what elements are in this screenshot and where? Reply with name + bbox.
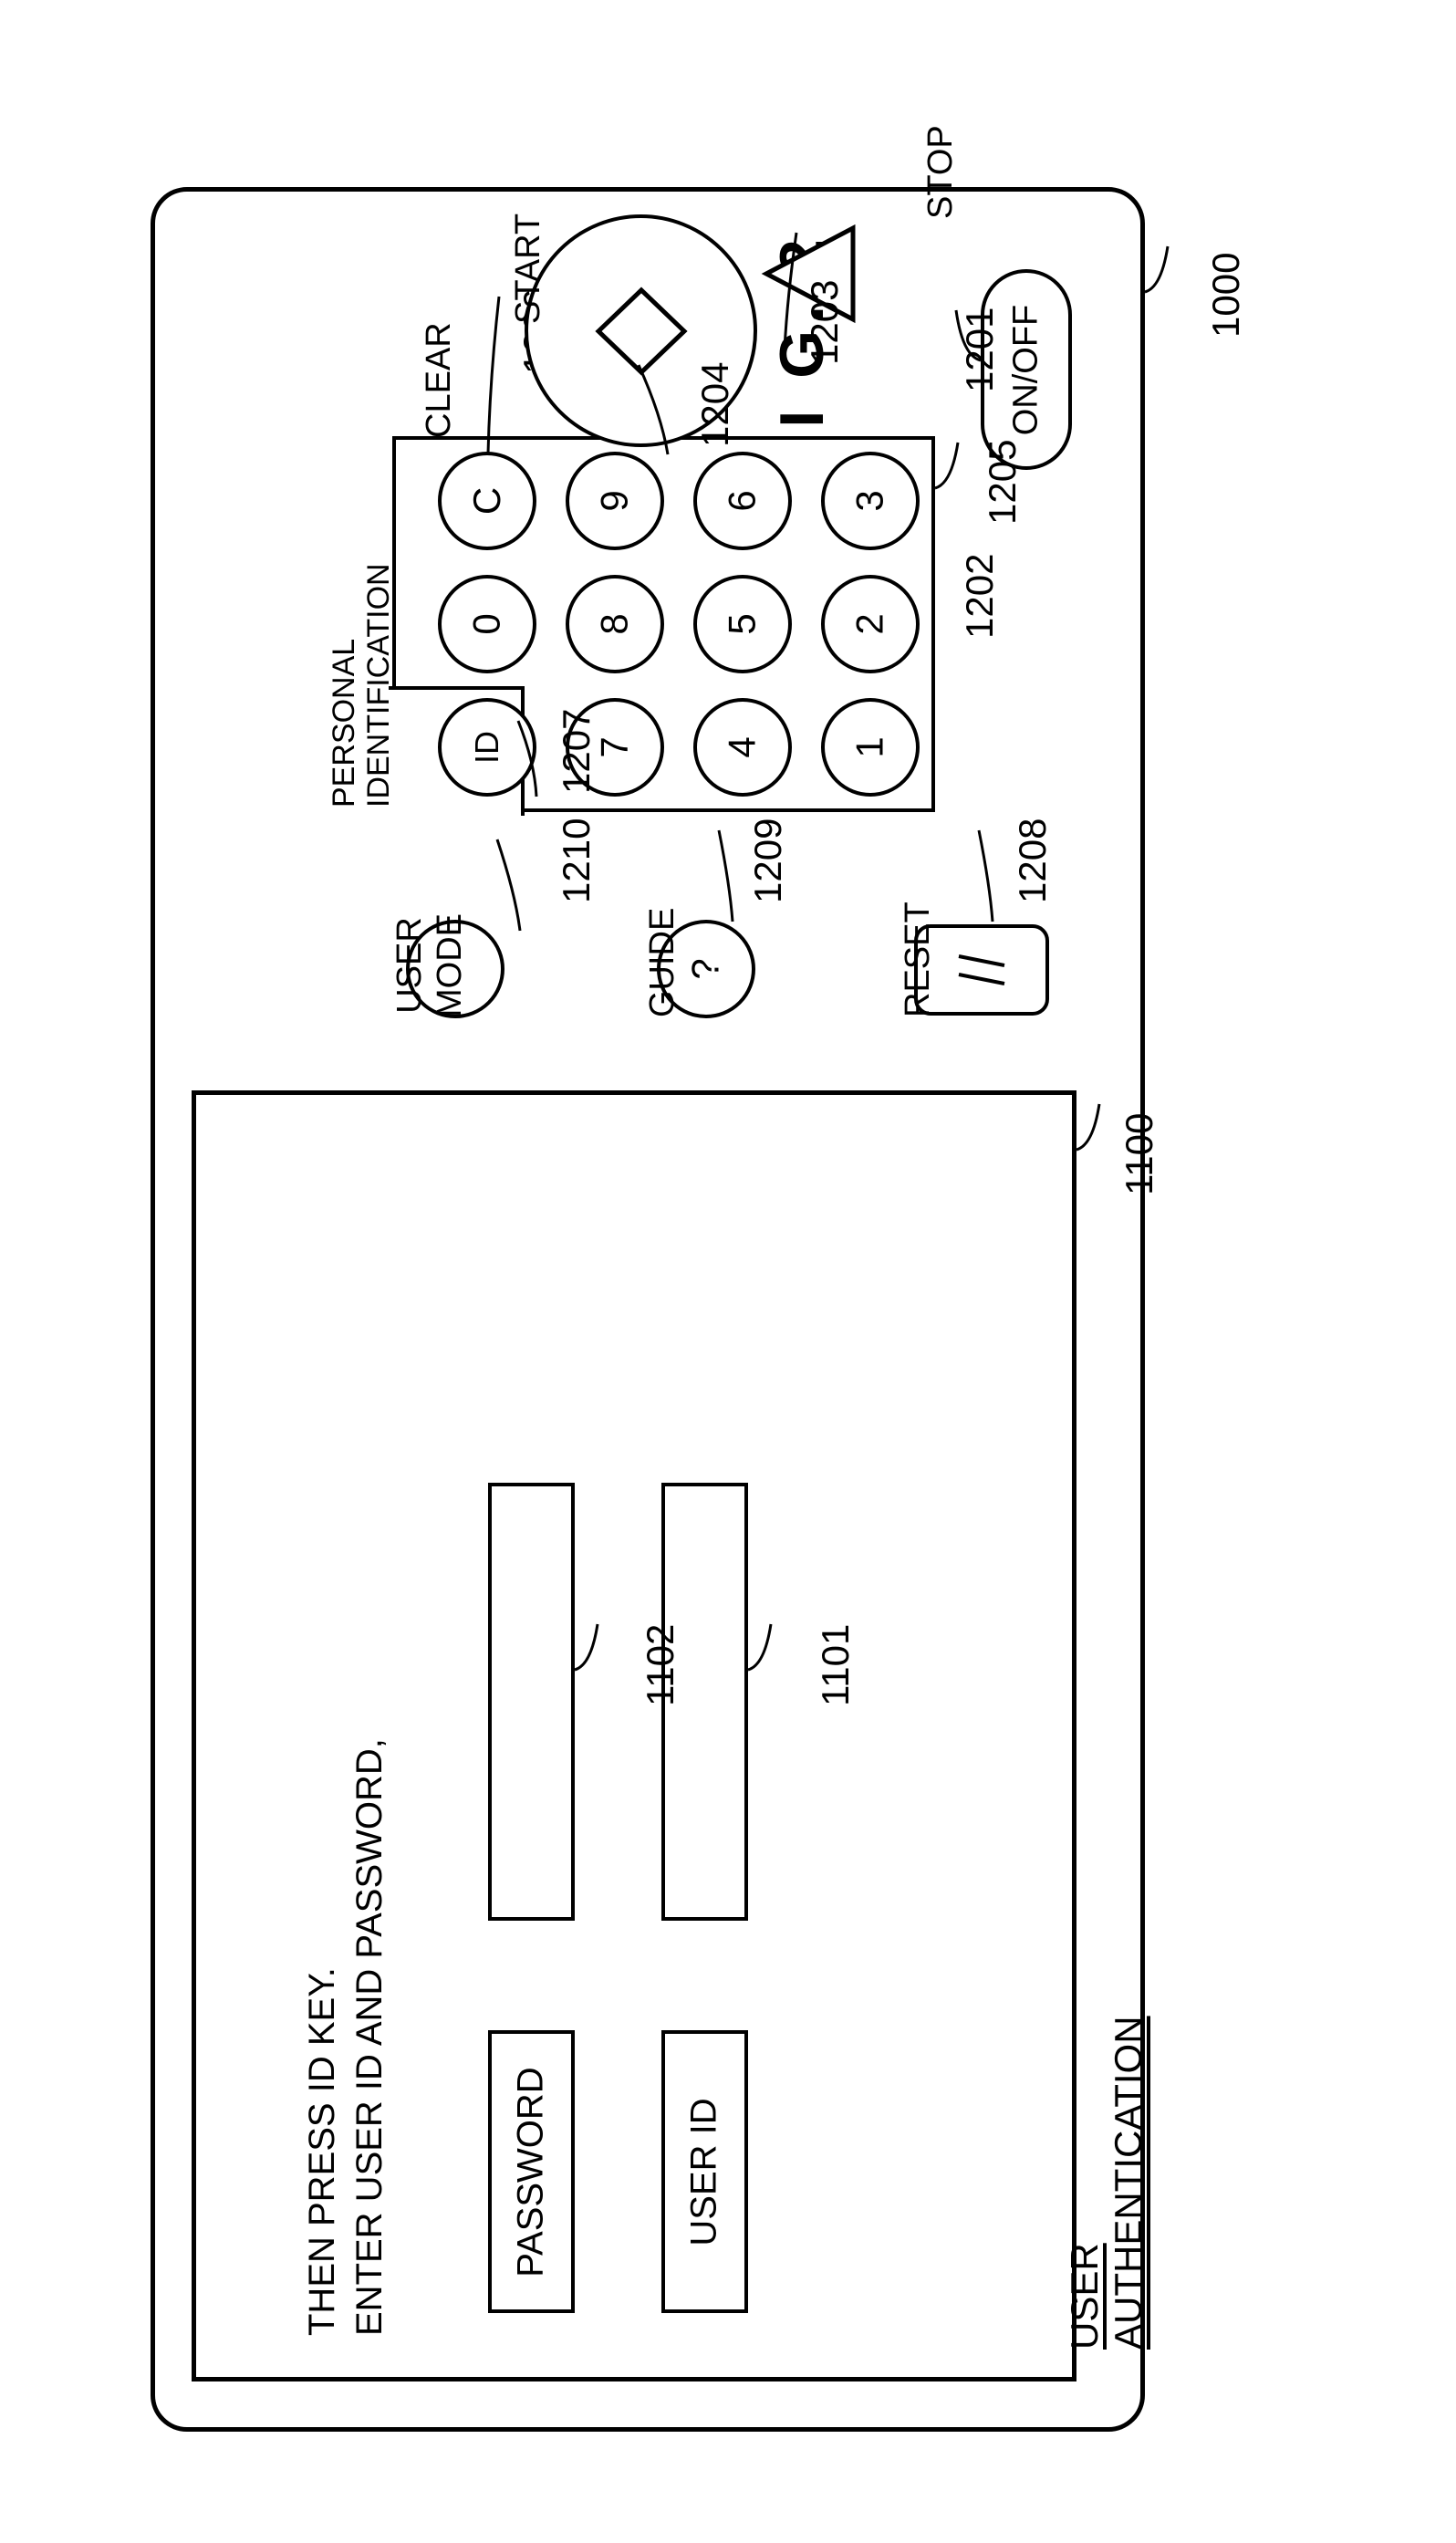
key-4-label: 4 — [721, 736, 764, 757]
instruction-line1: ENTER USER ID AND PASSWORD, — [345, 1738, 394, 2336]
key-9[interactable]: 9 — [566, 452, 664, 550]
reset-label: RESET — [899, 902, 938, 1017]
password-label: PASSWORD — [511, 2067, 552, 2277]
key-6-label: 6 — [721, 490, 764, 511]
clear-symbol: C — [465, 487, 509, 515]
callout-display: 1100 — [1118, 1113, 1161, 1195]
password-label-box: PASSWORD — [488, 2030, 575, 2313]
key-9-label: 9 — [593, 490, 637, 511]
callout-panel: 1000 — [1204, 253, 1248, 338]
key-0[interactable]: 0 — [438, 575, 536, 673]
key-5-label: 5 — [721, 613, 764, 634]
onoff-label: ON/OFF — [1007, 304, 1046, 435]
start-icon — [591, 281, 692, 381]
instruction-line2: THEN PRESS ID KEY. — [297, 1967, 347, 2336]
id-button[interactable]: ID — [438, 698, 536, 797]
callout-reset: 1208 — [1011, 818, 1055, 903]
password-input[interactable] — [488, 1483, 575, 1921]
key-3[interactable]: 3 — [821, 452, 920, 550]
callout-start: 1204 — [693, 362, 737, 447]
guide-label: GUIDE — [643, 908, 682, 1017]
stop-label: STOP — [921, 125, 961, 219]
key-5[interactable]: 5 — [693, 575, 792, 673]
callout-guide: 1209 — [746, 818, 790, 903]
key-0-label: 0 — [465, 613, 509, 634]
user-mode-label: USER MODE — [390, 913, 470, 1017]
key-6[interactable]: 6 — [693, 452, 792, 550]
callout-user-mode: 1210 — [555, 818, 598, 903]
key-2-label: 2 — [848, 613, 892, 634]
key-4[interactable]: 4 — [693, 698, 792, 797]
clear-label: CLEAR — [420, 322, 459, 438]
callout-userid: 1101 — [814, 1624, 858, 1706]
key-8-label: 8 — [593, 613, 637, 634]
callout-password: 1102 — [639, 1624, 682, 1706]
callout-id: 1207 — [555, 709, 598, 794]
callout-stop: 1203 — [803, 280, 847, 365]
key-8[interactable]: 8 — [566, 575, 664, 673]
clear-button[interactable]: C — [438, 452, 536, 550]
id-symbol: ID — [468, 731, 506, 764]
callout-energy-saver: 1202 — [958, 554, 1002, 639]
userid-label-box: USER ID — [661, 2030, 748, 2313]
start-label: START — [509, 214, 548, 324]
key-3-label: 3 — [848, 490, 892, 511]
callout-onoff: 1201 — [958, 307, 1002, 392]
userid-label: USER ID — [684, 2098, 725, 2246]
key-1[interactable]: 1 — [821, 698, 920, 797]
callout-keypad: 1205 — [981, 440, 1024, 525]
key-1-label: 1 — [848, 736, 892, 757]
key-7-label: 7 — [593, 736, 637, 757]
personal-id-label: PERSONAL IDENTIFICATION — [327, 563, 396, 808]
leader-panel — [1145, 246, 1181, 310]
reset-icon — [950, 943, 1014, 997]
guide-symbol: ? — [684, 958, 728, 979]
key-2[interactable]: 2 — [821, 575, 920, 673]
screen-title: USER AUTHENTICATION — [1063, 1956, 1150, 2350]
